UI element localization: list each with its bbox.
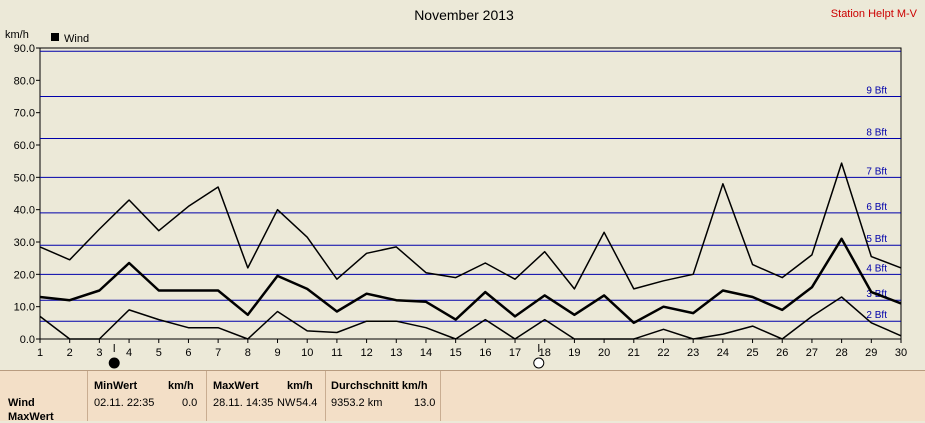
- summary-min-column: MinWert km/h 02.11. 22:35 0.0: [88, 371, 207, 421]
- y-tick-label: 20.0: [14, 269, 35, 281]
- avg-distance: 9353.2 km: [331, 397, 383, 409]
- x-tick-label: 21: [628, 347, 640, 359]
- beaufort-label: 6 Bft: [866, 202, 887, 213]
- x-tick-label: 27: [806, 347, 818, 359]
- x-tick-label: 20: [598, 347, 610, 359]
- x-tick-label: 26: [776, 347, 788, 359]
- y-tick-label: 70.0: [14, 108, 35, 120]
- x-tick-label: 24: [717, 347, 729, 359]
- series-min-line: [39, 296, 902, 340]
- x-tick-label: 4: [126, 347, 132, 359]
- x-tick-label: 5: [156, 347, 162, 359]
- y-tick-label: 90.0: [14, 43, 35, 55]
- min-header: MinWert: [94, 380, 138, 392]
- x-tick-label: 3: [96, 347, 102, 359]
- legend-label: Wind: [64, 33, 89, 45]
- summary-avg-column: Durchschnitt km/h 9353.2 km 13.0: [326, 371, 441, 421]
- x-tick-label: 6: [185, 347, 191, 359]
- summary-row-wind: Wind: [8, 397, 35, 409]
- plot-area: [39, 47, 902, 340]
- x-tick-label: 16: [479, 347, 491, 359]
- summary-panel: Wind MaxWert MinWert km/h 02.11. 22:35 0…: [0, 370, 925, 423]
- series-max-line: [39, 162, 902, 290]
- beaufort-label: 4 Bft: [866, 263, 887, 274]
- max-unit: km/h: [287, 380, 313, 392]
- min-value: 0.0: [182, 397, 198, 409]
- x-tick-label: 28: [835, 347, 847, 359]
- avg-header: Durchschnitt km/h: [331, 380, 428, 392]
- x-tick-label: 9: [274, 347, 280, 359]
- x-tick-label: 19: [568, 347, 580, 359]
- summary-max-column: MaxWert km/h 28.11. 14:35 NW 54.4: [207, 371, 326, 421]
- max-value: 54.4: [296, 397, 318, 409]
- max-direction: NW: [277, 397, 296, 409]
- beaufort-label: 7 Bft: [866, 166, 887, 177]
- min-unit: km/h: [168, 380, 194, 392]
- x-tick-label: 1: [37, 347, 43, 359]
- beaufort-label: 5 Bft: [866, 234, 887, 245]
- legend-swatch: [51, 33, 59, 41]
- x-tick-label: 12: [360, 347, 372, 359]
- beaufort-label: 8 Bft: [866, 128, 887, 139]
- x-tick-label: 23: [687, 347, 699, 359]
- y-tick-label: 60.0: [14, 140, 35, 152]
- x-tick-label: 18: [539, 347, 551, 359]
- series-avg-line: [39, 237, 902, 325]
- max-time: 28.11. 14:35: [213, 397, 274, 409]
- x-tick-label: 14: [420, 347, 432, 359]
- full-moon-icon: [533, 357, 545, 369]
- y-tick-label: 50.0: [14, 172, 35, 184]
- x-tick-label: 29: [865, 347, 877, 359]
- x-tick-label: 7: [215, 347, 221, 359]
- max-header: MaxWert: [213, 380, 259, 392]
- station-name: Station Helpt M-V: [831, 8, 918, 20]
- y-axis-label: km/h: [5, 29, 29, 41]
- x-tick-label: 25: [746, 347, 758, 359]
- x-tick-label: 10: [301, 347, 313, 359]
- x-tick-label: 30: [895, 347, 907, 359]
- y-tick-label: 10.0: [14, 302, 35, 314]
- x-tick-label: 11: [331, 347, 342, 359]
- summary-row-maxwert: MaxWert: [8, 411, 54, 423]
- y-tick-label: 40.0: [14, 205, 35, 217]
- y-tick-label: 30.0: [14, 237, 35, 249]
- x-tick-label: 22: [657, 347, 669, 359]
- new-moon-icon: [108, 357, 120, 369]
- x-tick-label: 8: [245, 347, 251, 359]
- x-tick-label: 2: [67, 347, 73, 359]
- x-tick-label: 15: [450, 347, 462, 359]
- y-tick-label: 0.0: [20, 334, 35, 346]
- min-time: 02.11. 22:35: [94, 397, 155, 409]
- x-tick-label: 17: [509, 347, 521, 359]
- avg-value: 13.0: [414, 397, 436, 409]
- y-tick-label: 80.0: [14, 75, 35, 87]
- wind-chart: November 2013 Station Helpt M-V km/h Win…: [5, 7, 918, 369]
- chart-title: November 2013: [414, 7, 514, 23]
- x-tick-label: 13: [390, 347, 402, 359]
- beaufort-label: 2 Bft: [866, 310, 887, 321]
- beaufort-label: 9 Bft: [866, 86, 887, 97]
- summary-row-labels: Wind MaxWert: [0, 371, 88, 423]
